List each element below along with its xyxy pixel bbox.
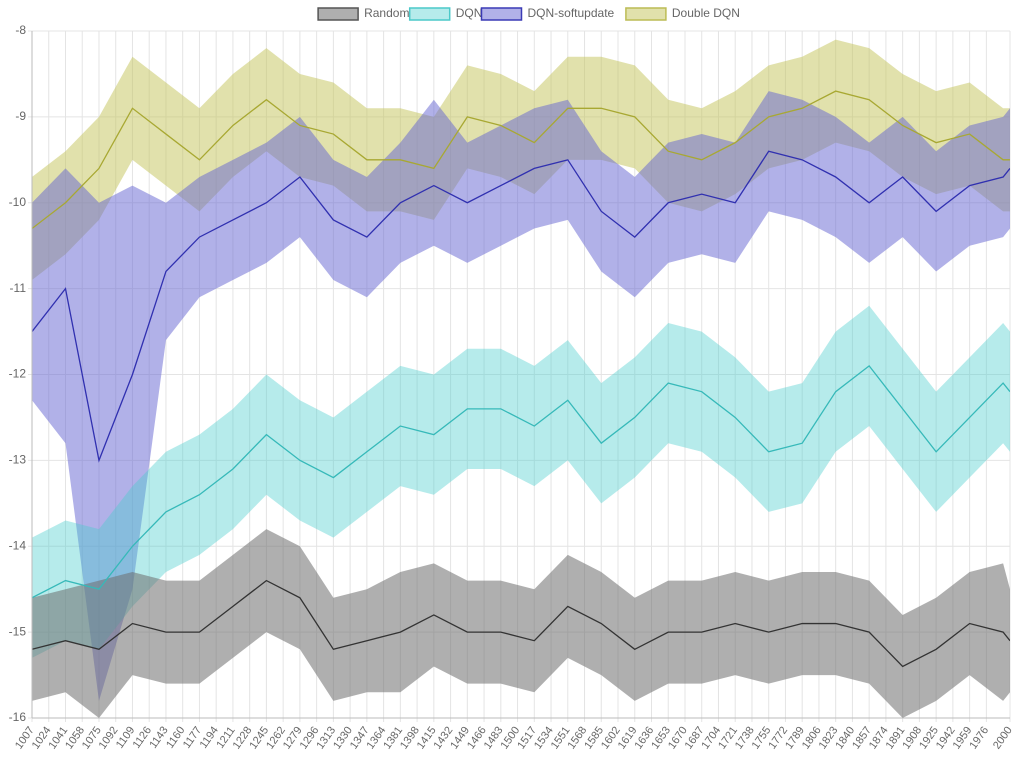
legend: Random DQN DQN-softupdate Double DQN [317,6,740,21]
y-tick-label: -9 [15,109,26,123]
y-tick-label: -15 [9,624,27,638]
axes: -16-15-14-13-12-11-10-9-8100710241041105… [9,23,1015,751]
band [32,529,1010,718]
line [32,90,1010,230]
y-tick-label: -11 [10,281,27,295]
legend-label: DQN [456,6,483,20]
line [32,150,1010,463]
legend-label: Random [364,6,409,20]
line [32,579,1010,668]
y-tick-label: -13 [9,453,27,467]
line [32,365,1010,599]
legend-label: Double DQN [672,6,740,20]
y-tick-label: -16 [9,710,27,724]
x-tick-label: 2000 [991,725,1015,752]
legend-swatch [408,7,451,21]
y-tick-label: -10 [9,195,27,209]
legend-label: DQN-softupdate [528,6,615,20]
y-tick-label: -8 [15,23,26,37]
legend-swatch [480,7,523,21]
legend-swatch [317,7,359,21]
legend-swatch [625,7,667,21]
y-tick-label: -12 [9,367,27,381]
x-tick-label: 1976 [967,725,991,752]
plot-area [32,39,1010,718]
y-tick-label: -14 [9,538,27,552]
band [32,91,1010,701]
band [32,305,1010,658]
